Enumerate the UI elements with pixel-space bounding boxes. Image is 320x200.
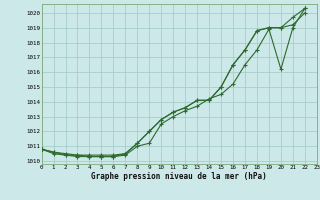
X-axis label: Graphe pression niveau de la mer (hPa): Graphe pression niveau de la mer (hPa) bbox=[91, 172, 267, 181]
